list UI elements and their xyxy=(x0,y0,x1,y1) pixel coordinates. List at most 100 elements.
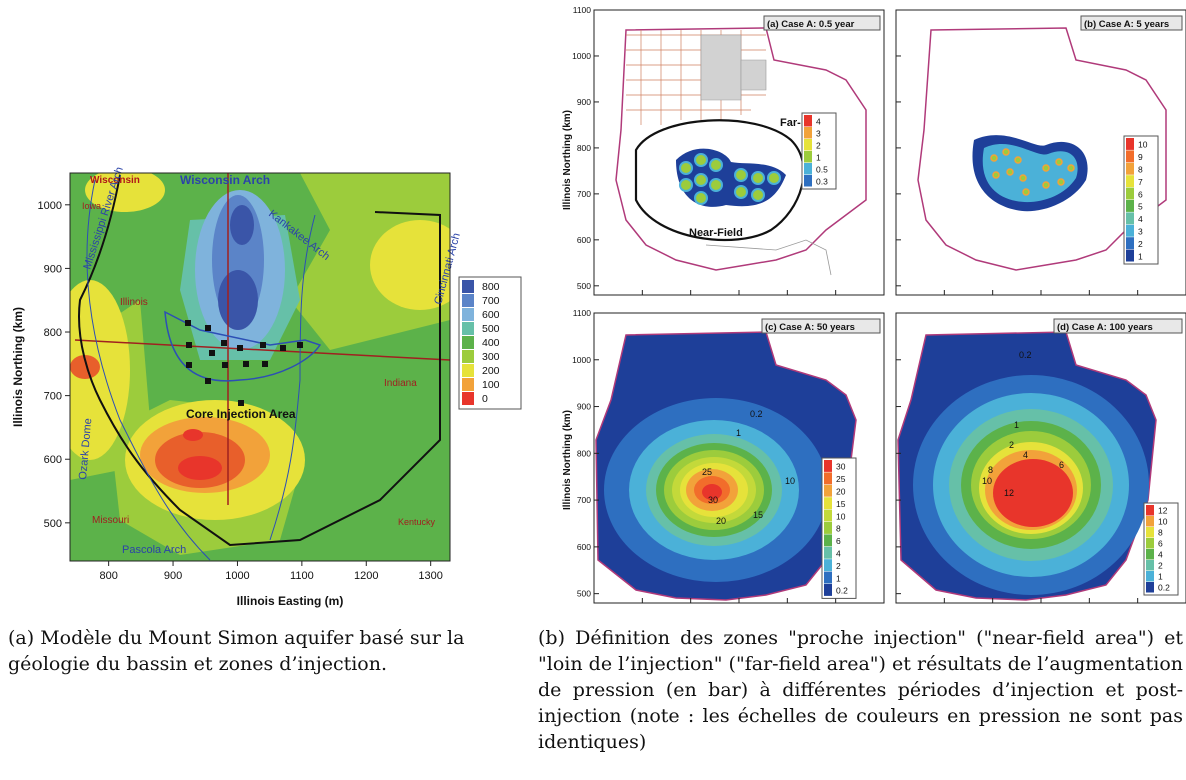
contour-label: 12 xyxy=(1004,488,1014,498)
y-tick-label: 700 xyxy=(44,391,62,403)
legend-swatch xyxy=(1146,549,1154,560)
legend-swatch xyxy=(462,280,474,293)
legend-swatch xyxy=(462,364,474,377)
legend-swatch xyxy=(804,163,812,175)
y-axis-label: Illinois Northing (km) xyxy=(11,307,25,427)
legend-swatch xyxy=(462,378,474,391)
legend-label: 2 xyxy=(816,140,821,150)
legend-swatch xyxy=(462,308,474,321)
legend-label: 0.3 xyxy=(816,176,828,186)
legend-swatch xyxy=(1146,527,1154,538)
legend-swatch xyxy=(1146,571,1154,582)
injection-wells xyxy=(185,320,303,406)
label-illinois: Illinois xyxy=(120,297,148,308)
y-tick-label: 900 xyxy=(577,402,591,412)
legend-swatch xyxy=(1146,505,1154,516)
legend-swatch xyxy=(1126,200,1134,212)
legend-swatch xyxy=(824,546,832,559)
legend-label: 4 xyxy=(1138,214,1143,224)
x-tick-label: 1100 xyxy=(290,570,314,582)
legend-label: 2 xyxy=(1158,561,1163,571)
legend-swatch xyxy=(804,127,812,139)
y-axis-label-top: Illinois Northing (km) xyxy=(562,110,573,210)
y-tick-label: 500 xyxy=(44,518,62,530)
legend-swatch xyxy=(1126,150,1134,163)
legend-label: 1 xyxy=(816,152,821,162)
legend-swatch xyxy=(824,484,832,497)
legend-swatch xyxy=(1146,582,1154,593)
legend-label: 4 xyxy=(1158,550,1163,560)
figure-b-pressure-maps: 0.2 1 25 10 30 15 20 0.2 1 2 4 6 8 10 12… xyxy=(562,5,1186,604)
contour-label: 8 xyxy=(988,465,993,475)
panel-c-title: (c) Case A: 50 years xyxy=(765,322,855,333)
y-tick-label: 900 xyxy=(577,97,591,107)
label-wisconsin: Wisconsin xyxy=(90,175,140,186)
y-tick-label: 500 xyxy=(577,589,591,599)
y-tick-label: 1000 xyxy=(572,355,591,365)
panel-a-title: (a) Case A: 0.5 year xyxy=(767,19,855,30)
contour-label: 15 xyxy=(753,510,763,520)
legend-swatch xyxy=(462,392,474,405)
legend-label: 3 xyxy=(1138,226,1143,236)
y-tick-label: 800 xyxy=(577,143,591,153)
legend-swatch xyxy=(1146,538,1154,549)
map-lines xyxy=(74,173,450,561)
x-tick-label: 800 xyxy=(99,570,117,582)
contour-label: 25 xyxy=(702,467,712,477)
legend-label: 600 xyxy=(482,309,500,321)
legend-swatch xyxy=(804,175,812,187)
legend-label: 800 xyxy=(482,281,500,293)
y-tick-label: 1100 xyxy=(573,5,592,15)
legend-label: 8 xyxy=(1158,528,1163,538)
legend-label: 6 xyxy=(836,536,841,546)
legend-label: 0 xyxy=(482,393,488,405)
y-tick-label: 600 xyxy=(44,454,62,466)
x-tick-label: 1000 xyxy=(225,570,249,582)
caption-b: (b) Définition des zones "proche injecti… xyxy=(538,627,1183,753)
legend-swatch xyxy=(824,472,832,485)
legend-swatch xyxy=(824,497,832,510)
legend-swatch xyxy=(1146,560,1154,571)
figure-a-geology-map: Wisconsin Wisconsin Arch Iowa Illinois I… xyxy=(11,165,522,608)
contour-label: 2 xyxy=(1009,440,1014,450)
label-ozark-dome: Ozark Dome xyxy=(77,418,94,481)
x-tick-label: 1200 xyxy=(354,570,378,582)
legend-label: 1 xyxy=(836,573,841,583)
legend-swatch xyxy=(1126,224,1134,237)
caption-a: (a) Modèle du Mount Simon aquifer basé s… xyxy=(8,627,465,675)
legend-label: 2 xyxy=(1138,239,1143,249)
legend-label: 100 xyxy=(482,379,500,391)
contour-label: 1 xyxy=(1014,420,1019,430)
label-iowa: Iowa xyxy=(82,201,101,211)
label-pascola-arch: Pascola Arch xyxy=(122,544,186,556)
legend-swatch xyxy=(1126,249,1134,262)
x-tick-label: 1300 xyxy=(418,570,442,582)
figure-a-legend: 800 700 600 500 400 300 200 100 0 xyxy=(458,276,522,410)
legend-label: 15 xyxy=(836,499,846,509)
legend-swatch xyxy=(824,534,832,547)
legend-swatch xyxy=(804,151,812,163)
legend-label: 30 xyxy=(836,462,846,472)
contour-label: 1 xyxy=(736,428,741,438)
label-kentucky: Kentucky xyxy=(398,517,436,527)
y-tick-label: 1000 xyxy=(38,200,62,212)
y-tick-label: 700 xyxy=(577,189,591,199)
legend-label: 8 xyxy=(1138,164,1143,174)
legend-label: 4 xyxy=(816,116,821,126)
y-tick-label: 1000 xyxy=(572,51,591,61)
y-tick-label: 700 xyxy=(577,495,591,505)
legend-label: 25 xyxy=(836,474,846,484)
legend-label: 700 xyxy=(482,295,500,307)
contour-label: 6 xyxy=(1059,460,1064,470)
legend-swatch xyxy=(824,460,832,472)
legend-swatch xyxy=(1126,187,1134,200)
panel-b-title: (b) Case A: 5 years xyxy=(1084,19,1169,30)
panel-c: 0.2 1 25 10 30 15 20 xyxy=(594,313,884,603)
legend-label: 500 xyxy=(482,323,500,335)
legend-swatch xyxy=(462,350,474,363)
legend-label: 10 xyxy=(1158,517,1168,527)
legend-swatch xyxy=(462,322,474,335)
legend-swatch xyxy=(824,559,832,572)
contour-fill xyxy=(70,173,450,555)
legend-label: 10 xyxy=(1138,140,1148,150)
